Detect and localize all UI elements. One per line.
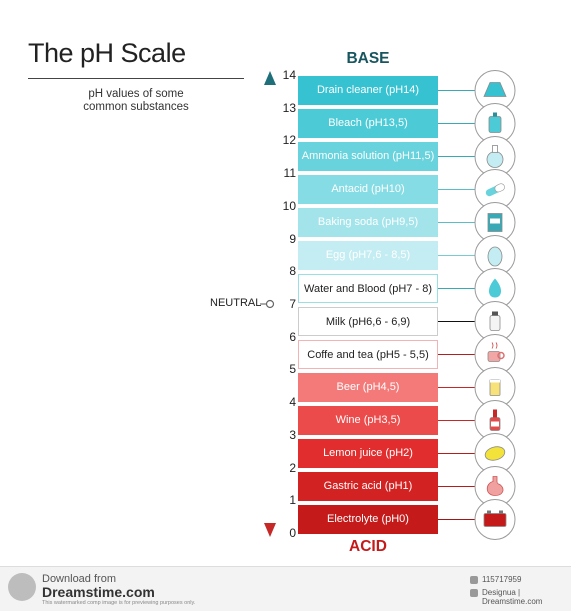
substance-label: Lemon juice (pH2) xyxy=(323,447,413,459)
subtitle: pH values of some common substances xyxy=(28,88,244,114)
substance-row: Egg (pH7,6 - 8,5) xyxy=(298,241,438,270)
tick-label-7: 7 xyxy=(289,297,296,311)
substance-row: Wine (pH3,5) xyxy=(298,406,438,435)
base-arrowhead xyxy=(264,71,276,85)
bleach-bottle-icon xyxy=(474,103,516,144)
baking-soda-box-icon xyxy=(474,202,516,243)
substance-row: Bleach (pH13,5) xyxy=(298,109,438,138)
substance-label: Drain cleaner (pH14) xyxy=(316,84,420,96)
site-name: Dreamstime.com xyxy=(42,584,155,600)
substance-row: Gastric acid (pH1) xyxy=(298,472,438,501)
substance-label: Bleach (pH13,5) xyxy=(328,117,408,129)
wine-bottle-icon xyxy=(474,400,516,441)
tick-label-11: 11 xyxy=(283,166,296,181)
substance-label: Electrolyte (pH0) xyxy=(327,513,409,525)
tick-label-2: 2 xyxy=(289,460,296,475)
tick-label-12: 12 xyxy=(282,133,296,148)
substance-label: Egg (pH7,6 - 8,5) xyxy=(325,249,411,261)
tick-label-9: 9 xyxy=(289,231,296,246)
substance-row: Electrolyte (pH0) xyxy=(298,505,438,534)
author-credit: Designua | Dreamstime.com xyxy=(482,588,543,606)
tick-label-10: 10 xyxy=(282,198,296,213)
disclaimer-text: This watermarked comp image is for previ… xyxy=(42,600,196,606)
base-label: BASE xyxy=(346,50,390,67)
image-id: 115717959 xyxy=(482,575,522,584)
battery-icon xyxy=(474,499,516,540)
substance-row: Ammonia solution (pH11,5) xyxy=(298,142,438,171)
substance-label: Gastric acid (pH1) xyxy=(323,480,413,492)
water-drop-icon xyxy=(474,268,516,309)
id-icon xyxy=(470,576,478,584)
subtitle-line-2: common substances xyxy=(83,101,189,113)
acid-arrowhead xyxy=(264,523,276,537)
lemon-icon xyxy=(474,433,516,474)
egg-icon xyxy=(474,235,516,276)
neutral-label: NEUTRAL xyxy=(210,297,262,309)
acid-label: ACID xyxy=(349,538,387,555)
ph-scale-diagram xyxy=(260,70,516,540)
substance-row: Beer (pH4,5) xyxy=(298,373,438,402)
title-divider xyxy=(28,78,244,79)
watermark-footer: Download from Dreamstime.com This waterm… xyxy=(0,566,571,611)
substance-label: Water and Blood (pH7 - 8) xyxy=(304,283,432,295)
substance-label: Wine (pH3,5) xyxy=(335,414,401,426)
substance-label: Beer (pH4,5) xyxy=(336,381,400,393)
tick-label-3: 3 xyxy=(289,427,296,442)
substance-row: Baking soda (pH9,5) xyxy=(298,208,438,237)
substance-row: Lemon juice (pH2) xyxy=(298,439,438,468)
substance-row: Water and Blood (pH7 - 8) xyxy=(298,274,438,303)
neutral-marker xyxy=(265,299,275,309)
substance-row: Antacid (pH10) xyxy=(298,175,438,204)
pill-capsule-icon xyxy=(474,169,516,210)
stomach-icon xyxy=(474,466,516,507)
substance-row: Drain cleaner (pH14) xyxy=(298,76,438,105)
tick-label-1: 1 xyxy=(289,493,296,508)
tick-label-5: 5 xyxy=(289,362,296,377)
milk-bottle-icon xyxy=(474,301,516,342)
author-icon xyxy=(470,589,478,597)
subtitle-line-1: pH values of some xyxy=(88,88,184,100)
tick-label-6: 6 xyxy=(289,329,296,344)
substance-row: Milk (pH6,6 - 6,9) xyxy=(298,307,438,336)
dreamstime-logo-icon xyxy=(8,573,36,601)
tick-label-14: 14 xyxy=(282,68,296,82)
substance-row: Coffe and tea (pH5 - 5,5) xyxy=(298,340,438,369)
substance-label: Ammonia solution (pH11,5) xyxy=(301,150,435,162)
substance-label: Baking soda (pH9,5) xyxy=(317,216,419,228)
tick-label-4: 4 xyxy=(289,395,296,410)
substance-label: Milk (pH6,6 - 6,9) xyxy=(325,316,411,328)
beer-glass-icon xyxy=(474,367,516,408)
download-from-text: Download from xyxy=(42,573,116,585)
page-title: The pH Scale xyxy=(28,38,186,68)
substance-label: Antacid (pH10) xyxy=(331,183,405,195)
substance-label: Coffe and tea (pH5 - 5,5) xyxy=(307,349,429,361)
tick-label-0: 0 xyxy=(289,526,296,540)
tick-label-8: 8 xyxy=(289,264,296,279)
tick-label-13: 13 xyxy=(282,100,296,115)
